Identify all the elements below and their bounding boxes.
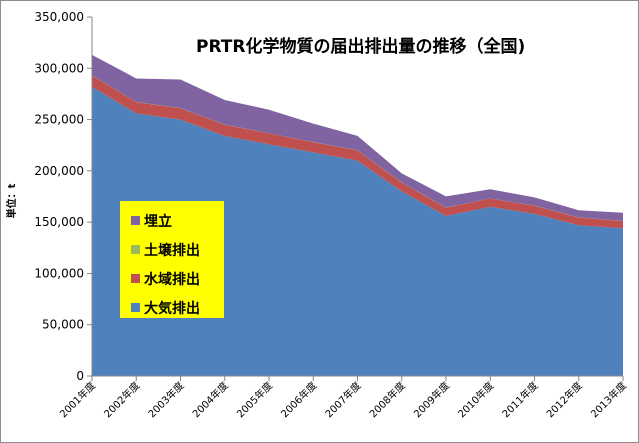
area-series-1 — [92, 75, 623, 229]
x-tick-label: 2001年度 — [57, 379, 98, 420]
x-tick-label: 2008年度 — [367, 379, 408, 420]
x-tick-label: 2013年度 — [588, 379, 629, 420]
area-series-3 — [92, 54, 623, 222]
y-tick-label: 200,000 — [34, 164, 84, 178]
y-axis-label: 単位：t — [5, 183, 18, 218]
legend-swatch — [131, 245, 140, 254]
x-tick-label: 2004年度 — [190, 379, 231, 420]
legend-item: 土壌排出 — [131, 235, 224, 264]
y-tick-label: 300,000 — [34, 61, 84, 75]
legend-item: 埋立 — [131, 206, 224, 235]
x-tick-label: 2010年度 — [455, 379, 496, 420]
x-tick-label: 2006年度 — [278, 379, 319, 420]
y-tick-label: 0 — [76, 369, 84, 383]
legend-swatch — [131, 303, 140, 312]
legend-label: 埋立 — [144, 213, 172, 230]
chart-title: PRTR化学物質の届出排出量の推移（全国) — [196, 36, 525, 57]
legend-label: 土壌排出 — [144, 242, 200, 259]
x-tick-label: 2009年度 — [411, 379, 452, 420]
y-tick-label: 150,000 — [34, 215, 84, 229]
x-tick-label: 2011年度 — [499, 379, 540, 420]
y-tick-label: 350,000 — [34, 10, 84, 24]
legend-label: 大気排出 — [144, 300, 200, 317]
x-tick-label: 2012年度 — [544, 379, 585, 420]
legend-item: 水域排出 — [131, 264, 224, 293]
x-tick-label: 2007年度 — [322, 379, 363, 420]
x-tick-label: 2002年度 — [101, 379, 142, 420]
y-tick-label: 100,000 — [34, 266, 84, 280]
area-series-0 — [92, 86, 623, 377]
legend-swatch — [131, 274, 140, 283]
y-tick-label: 250,000 — [34, 113, 84, 127]
x-tick-label: 2005年度 — [234, 379, 275, 420]
y-tick-label: 50,000 — [42, 318, 84, 332]
legend-item: 大気排出 — [131, 293, 224, 322]
legend-label: 水域排出 — [144, 271, 200, 288]
legend: 埋立土壌排出水域排出大気排出 — [120, 201, 224, 318]
legend-swatch — [131, 216, 140, 225]
x-tick-label: 2003年度 — [145, 379, 186, 420]
